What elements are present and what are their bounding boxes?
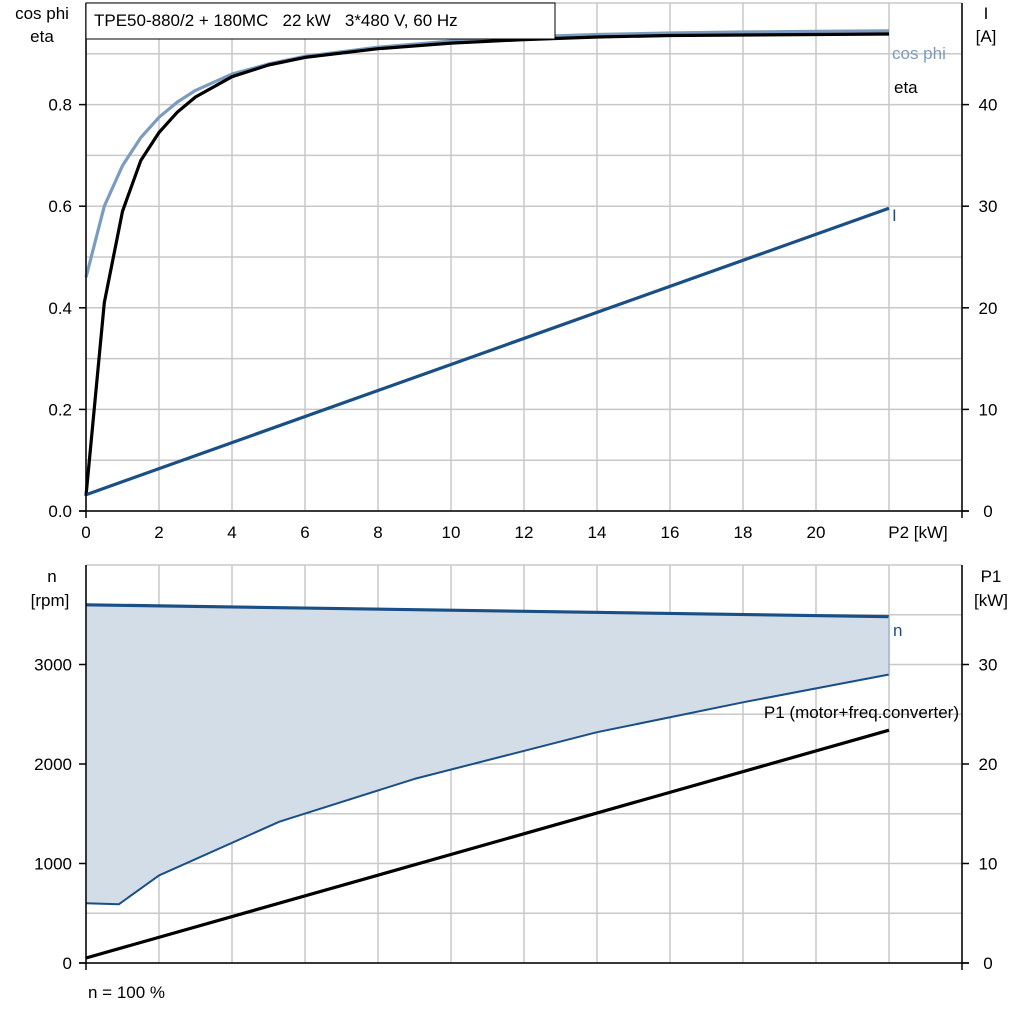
x-axis-label: P2 [kW] [888,523,948,542]
speed-max-line [85,603,890,619]
x-tick-label: 12 [515,523,534,542]
n-axis-label-line2: [rpm] [31,591,70,610]
y-right-tick-label: 10 [979,400,998,419]
series-label-n: n [893,621,902,640]
y-right-tick-label: 20 [979,299,998,318]
title-box [85,2,556,40]
y-left-label-line2: eta [30,27,54,46]
footnote: n = 100 % [88,983,165,1002]
p1-tick-label: 0 [983,954,992,973]
series-label-cos-phi: cos phi [892,44,946,63]
n-tick-label: 3000 [34,656,72,675]
bottom-panel-series [85,603,890,960]
chart-title: TPE50-880/2 + 180MC 22 kW 3*480 V, 60 Hz [94,11,458,30]
x-tick-label: 4 [227,523,236,542]
n-tick-label: 2000 [34,755,72,774]
cos-phi-line [84,29,890,278]
y-left-label-line1: cos phi [15,4,69,23]
x-tick-label: 16 [661,523,680,542]
x-tick-label: 20 [807,523,826,542]
current-line [85,206,890,497]
tick-labels: 0 2 4 6 8 10 12 14 16 18 20 0.0 0.2 0.4 0.6 0.8 0 10 20 30 4… [34,96,997,973]
y-right-label-line1: I [984,4,989,23]
y-left-tick-label: 0.8 [48,96,72,115]
y-left-tick-label: 0.2 [48,400,72,419]
x-tick-label: 8 [373,523,382,542]
speed-min-line [85,673,890,906]
y-left-tick-label: 0.6 [48,197,72,216]
n-axis-label-line1: n [47,567,56,586]
y-right-tick-label: 30 [979,197,998,216]
n-tick-label: 0 [63,954,72,973]
p1-tick-label: 30 [979,656,998,675]
y-right-label-line2: [A] [976,27,997,46]
x-tick-label: 18 [734,523,753,542]
speed-range-area [86,604,889,905]
x-tick-label: 10 [442,523,461,542]
p1-axis-label-line1: P1 [981,567,1002,586]
x-tick-label: 6 [300,523,309,542]
y-right-tick-label: 40 [979,96,998,115]
y-right-tick-label: 0 [983,502,992,521]
y-left-tick-label: 0.0 [48,502,72,521]
p1-axis-label-line2: [kW] [974,591,1008,610]
x-tick-label: 14 [588,523,607,542]
x-tick-label: 2 [154,523,163,542]
axes [79,3,969,970]
speed-range-fill [86,604,889,905]
n-tick-label: 1000 [34,855,72,874]
p1-line [85,728,890,960]
series-label-eta: eta [894,78,918,97]
series-label-current: I [892,206,897,225]
top-panel-series [84,29,890,497]
x-tick-label: 0 [81,523,90,542]
y-left-tick-label: 0.4 [48,299,72,318]
p1-tick-label: 20 [979,755,998,774]
series-label-p1: P1 (motor+freq.converter) [764,703,959,722]
p1-tick-label: 10 [979,855,998,874]
eta-line [84,32,890,496]
